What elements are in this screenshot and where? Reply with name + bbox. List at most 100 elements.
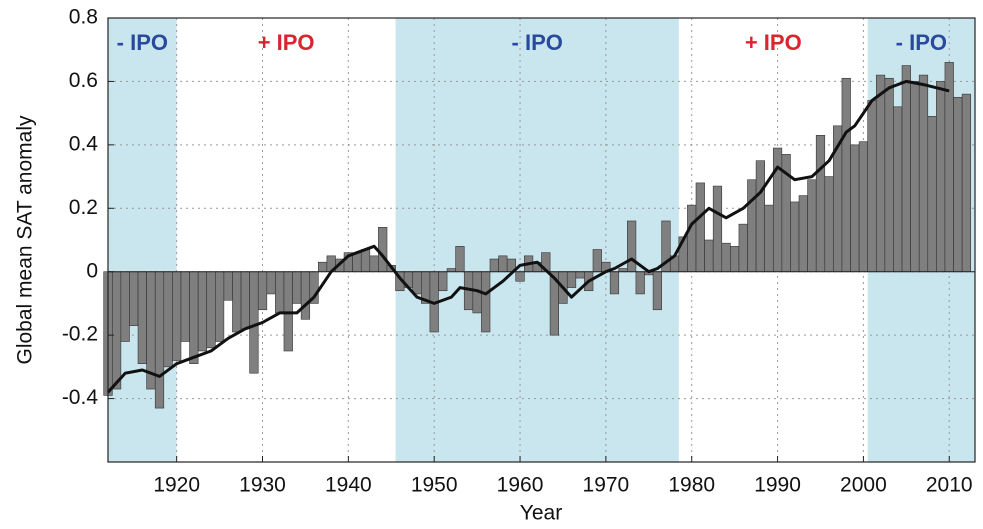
x-tick-label: 2000 [840, 474, 887, 497]
bar [223, 271, 233, 301]
bar [163, 271, 173, 368]
bar [747, 179, 757, 273]
bar [695, 182, 705, 273]
phase-label: + IPO [258, 30, 315, 55]
bar [111, 271, 122, 390]
bar [137, 271, 147, 364]
bar [197, 271, 208, 352]
bar [901, 65, 911, 273]
bar [652, 271, 662, 311]
bar [318, 261, 328, 273]
y-tick-label: 0 [86, 259, 98, 282]
bar [850, 144, 860, 273]
bar [798, 195, 808, 273]
phase-label: - IPO [512, 30, 563, 55]
bar [961, 93, 972, 273]
bar [730, 246, 740, 273]
bar [807, 179, 817, 273]
bar [189, 271, 199, 364]
y-axis-label: Global mean SAT anomaly [14, 115, 37, 365]
x-tick-label: 1960 [497, 474, 544, 497]
bar [438, 271, 448, 292]
bar [755, 160, 765, 273]
x-tick-label: 1980 [668, 474, 715, 497]
y-tick-label: -0.2 [62, 323, 98, 346]
bar [738, 223, 748, 273]
bar [240, 271, 250, 330]
bar [369, 255, 379, 273]
bar [627, 220, 637, 273]
bar [609, 271, 620, 295]
bar [910, 81, 920, 273]
bar [566, 271, 577, 288]
phase-shade [108, 18, 177, 462]
bar [120, 271, 130, 342]
bar [455, 246, 465, 273]
y-tick-label: 0.6 [69, 69, 98, 92]
bar [884, 77, 894, 273]
bar [352, 252, 362, 273]
bar [378, 227, 388, 273]
y-tick-label: 0.8 [69, 6, 98, 29]
bar [266, 271, 276, 295]
y-tick-label: 0.2 [69, 196, 98, 219]
x-tick-label: 1950 [411, 474, 458, 497]
bar [232, 271, 242, 333]
bar [687, 204, 697, 273]
y-tick-label: 0.4 [69, 132, 99, 155]
bar [215, 271, 225, 342]
bar [635, 271, 645, 295]
bar [481, 271, 491, 333]
bar [790, 201, 800, 273]
bar [412, 271, 422, 295]
phase-label: - IPO [117, 30, 168, 55]
x-tick-label: 1930 [239, 474, 286, 497]
bar [292, 271, 302, 304]
bar [206, 271, 216, 349]
bar [927, 116, 937, 273]
phase-shade [395, 18, 679, 462]
bar [575, 271, 585, 279]
bar [918, 74, 929, 273]
bar [944, 62, 954, 273]
bar [858, 141, 868, 273]
x-tick-label: 1940 [325, 474, 372, 497]
bar [712, 185, 723, 273]
bar [515, 271, 525, 282]
y-tick-label: -0.4 [62, 386, 99, 409]
bar [129, 271, 139, 326]
x-tick-label: 1970 [583, 474, 630, 497]
x-tick-label: 2010 [926, 474, 973, 497]
bar [360, 249, 371, 273]
bar [867, 100, 877, 273]
bar [893, 106, 903, 273]
bar [953, 96, 963, 273]
bar [704, 239, 714, 273]
bar [275, 271, 285, 314]
smoothed-line [106, 79, 950, 394]
bar [154, 271, 165, 409]
x-axis-label: Year [520, 502, 562, 525]
x-tick-label: 1990 [754, 474, 801, 497]
bar [249, 271, 259, 374]
bar [498, 255, 508, 273]
bar [172, 271, 182, 361]
plot-frame [107, 17, 976, 463]
bar [936, 81, 946, 273]
phase-label: + IPO [745, 30, 802, 55]
bar [300, 271, 311, 320]
x-tick-label: 1920 [153, 474, 200, 497]
phase-label: - IPO [896, 30, 947, 55]
bar [721, 242, 731, 273]
bar [841, 77, 851, 273]
bar [824, 176, 834, 273]
bar [257, 271, 268, 311]
bar [489, 258, 499, 273]
bar [180, 271, 190, 342]
bar [875, 74, 886, 273]
bar [764, 204, 774, 273]
bar [592, 249, 602, 273]
bar [815, 135, 826, 273]
bar [283, 271, 293, 352]
